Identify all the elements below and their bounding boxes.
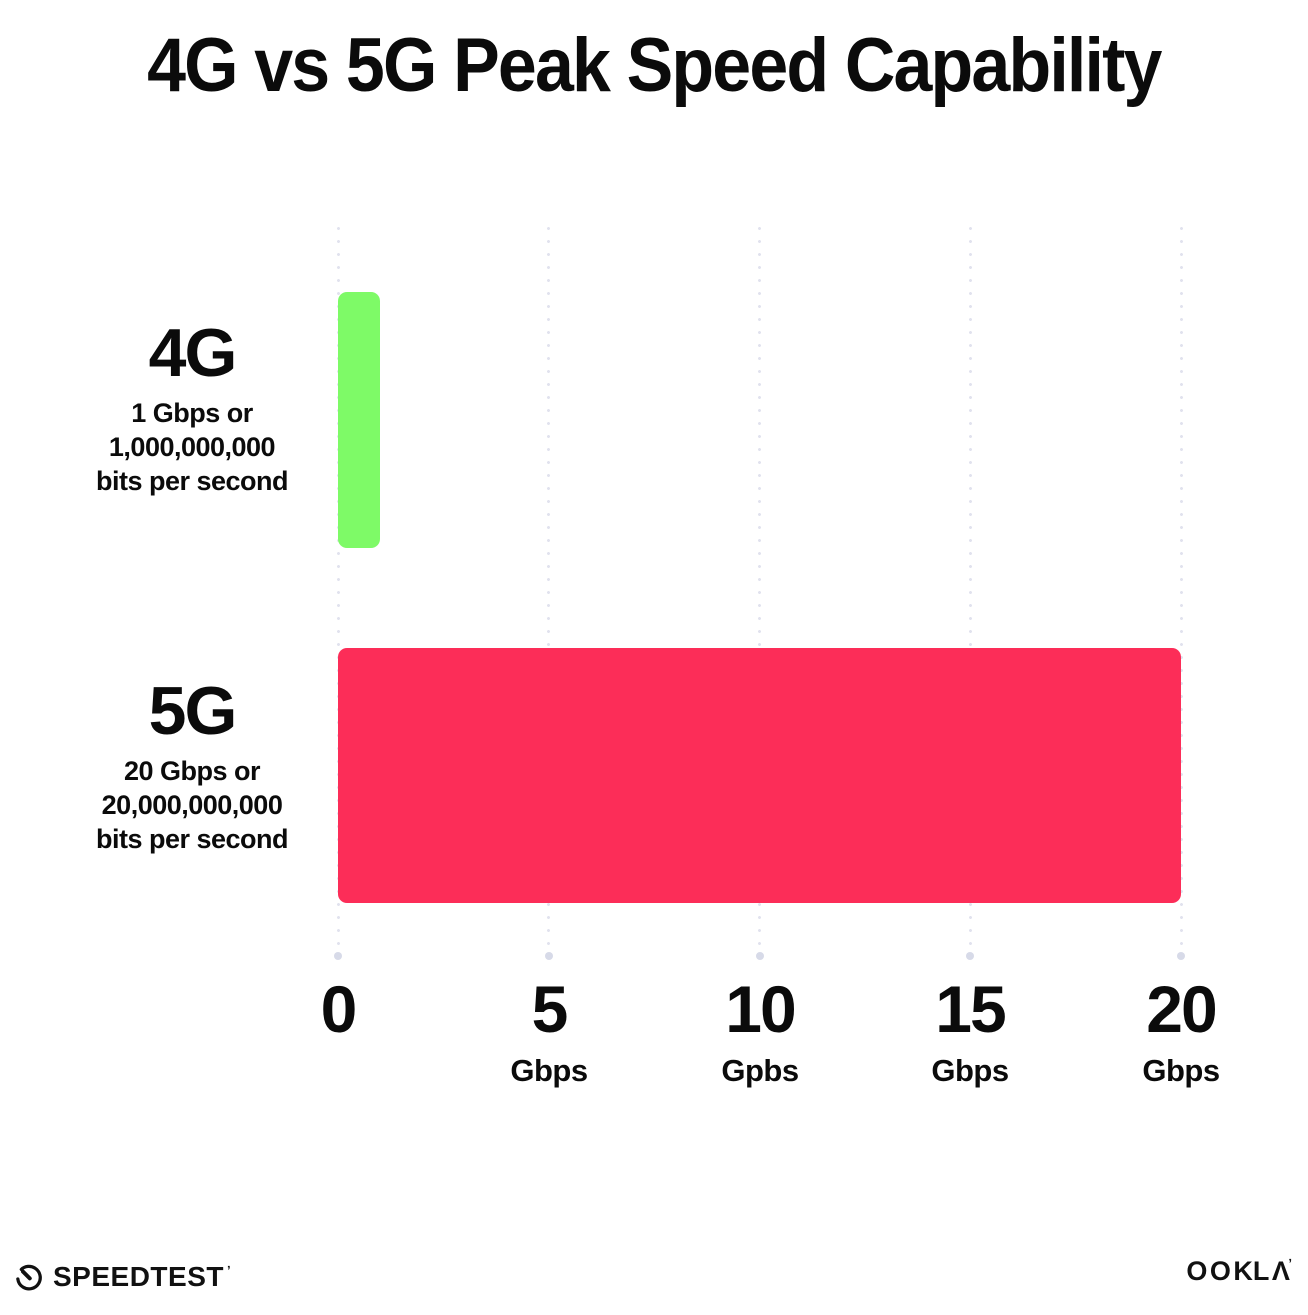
row-sublabel-5g-line2: 20,000,000,000 bbox=[101, 789, 283, 820]
speedtest-logo: SPEEDTEST ʼ bbox=[14, 1261, 231, 1293]
chart-title: 4G vs 5G Peak Speed Capability bbox=[0, 22, 1308, 109]
gridline-20 bbox=[1177, 222, 1185, 960]
row-sublabel-5g-line1: 20 Gbps or bbox=[123, 755, 261, 786]
plot-area bbox=[334, 222, 1185, 960]
x-tick-0-value: 0 bbox=[320, 972, 358, 1046]
row-sublabel-4g-line1: 1 Gbps or bbox=[131, 397, 253, 428]
x-tick-20-value: 20 bbox=[1146, 972, 1217, 1046]
gridline-0 bbox=[334, 222, 342, 960]
speedtest-gauge-icon bbox=[14, 1262, 44, 1292]
row-name-4g: 4G bbox=[148, 315, 238, 391]
chart-title-text: 4G vs 5G Peak Speed Capability bbox=[147, 23, 1162, 108]
x-tick-0-unit bbox=[227, 1053, 449, 1089]
ookla-logo: OO K LΛ ʼ bbox=[1186, 1256, 1292, 1287]
x-tick-0: 0 bbox=[227, 972, 449, 1089]
row-sublabel-4g: 1 Gbps or 1,000,000,000 bits per second bbox=[52, 396, 332, 498]
x-tick-10-value: 10 bbox=[725, 972, 796, 1046]
gridline-5 bbox=[544, 222, 553, 960]
x-tick-15-unit: Gbps bbox=[931, 1053, 1009, 1089]
x-tick-5-value: 5 bbox=[531, 972, 569, 1046]
row-sublabel-5g-line3: bits per second bbox=[95, 823, 289, 854]
gridline-10 bbox=[755, 222, 764, 960]
speedtest-wordmark: SPEEDTEST bbox=[53, 1261, 224, 1292]
x-tick-15: 15 Gbps bbox=[859, 972, 1081, 1089]
row-label-5g: 5G 20 Gbps or 20,000,000,000 bits per se… bbox=[52, 676, 332, 856]
row-sublabel-5g: 20 Gbps or 20,000,000,000 bits per secon… bbox=[52, 754, 332, 856]
bar-4g bbox=[338, 292, 381, 548]
speedtest-trademark-mark: ʼ bbox=[226, 1262, 231, 1278]
x-tick-10-unit: Gpbs bbox=[721, 1053, 799, 1089]
x-tick-5-unit: Gbps bbox=[510, 1053, 588, 1089]
row-sublabel-4g-line2: 1,000,000,000 bbox=[108, 431, 276, 462]
ookla-wordmark-la: LΛ bbox=[1252, 1256, 1293, 1286]
x-tick-10: 10 Gpbs bbox=[649, 972, 871, 1089]
x-tick-20: 20 Gbps bbox=[1070, 972, 1292, 1089]
ookla-wordmark-k: K bbox=[1233, 1256, 1253, 1286]
row-name-5g: 5G bbox=[148, 673, 238, 749]
x-tick-5: 5 Gbps bbox=[438, 972, 660, 1089]
row-sublabel-4g-line3: bits per second bbox=[95, 465, 289, 496]
gridline-15 bbox=[966, 222, 975, 960]
ookla-wordmark-oo: OO bbox=[1186, 1256, 1234, 1286]
row-label-4g: 4G 1 Gbps or 1,000,000,000 bits per seco… bbox=[52, 318, 332, 498]
bar-5g bbox=[338, 648, 1181, 903]
x-tick-15-value: 15 bbox=[935, 972, 1006, 1046]
x-tick-20-unit: Gbps bbox=[1142, 1053, 1220, 1089]
ookla-trademark-mark: ʼ bbox=[1288, 1256, 1292, 1271]
